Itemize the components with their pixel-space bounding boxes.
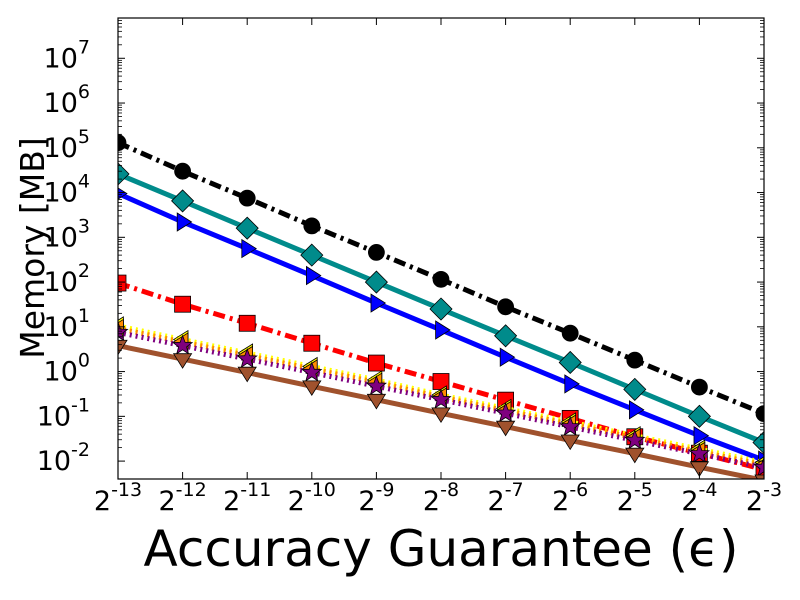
data-point [432, 270, 450, 288]
x-axis-label: Accuracy Guarantee (ϵ) [144, 520, 739, 578]
x-tick-label: 2-8 [423, 479, 459, 517]
data-point [237, 366, 257, 383]
y-tick-label: 106 [44, 81, 90, 119]
data-point [171, 189, 195, 213]
data-point [687, 404, 711, 428]
data-point [752, 430, 764, 455]
data-point [561, 324, 579, 342]
ticks-layer [117, 18, 765, 479]
data-point [367, 244, 385, 261]
data-point [118, 274, 127, 292]
data-point [494, 324, 518, 348]
y-tick-label: 103 [44, 215, 90, 253]
series-line [118, 329, 764, 470]
labels-layer: 2-13 2-12 2-11 2-10 2-9 2-8 2-7 2-6 2-5 2-4 2-3 10-… [37, 36, 782, 517]
y-tick-label: 107 [44, 36, 90, 74]
data-point [625, 447, 645, 464]
data-point [118, 134, 127, 152]
x-tick-label: 2-13 [94, 479, 142, 517]
x-tick-label: 2-11 [223, 479, 271, 517]
data-point [499, 347, 516, 367]
data-point [367, 354, 385, 372]
data-point [689, 461, 710, 477]
series-6 [118, 321, 764, 477]
data-point [429, 297, 453, 321]
data-point [754, 474, 764, 479]
data-point [172, 353, 193, 369]
data-point [302, 380, 322, 397]
series-line [118, 280, 764, 472]
data-point [236, 347, 258, 369]
data-point [370, 293, 387, 313]
data-point [303, 334, 321, 352]
data-point [693, 425, 710, 446]
data-point [238, 314, 256, 332]
plot-area [118, 134, 764, 479]
data-point [626, 351, 644, 369]
x-tick-label: 2-10 [288, 479, 336, 517]
data-point [301, 361, 323, 382]
data-point [564, 374, 580, 394]
data-point [435, 320, 451, 340]
y-tick-label: 104 [44, 171, 90, 209]
x-tick-label: 2-7 [488, 479, 524, 517]
data-point [174, 295, 192, 313]
data-point [495, 402, 517, 423]
x-tick-label: 2-12 [158, 479, 206, 517]
y-tick-label: 105 [44, 126, 90, 164]
x-tick-label: 2-4 [681, 479, 717, 517]
data-point [235, 216, 259, 240]
data-point [688, 442, 710, 463]
y-axis-label: Memory [MB] [13, 137, 52, 359]
data-point [176, 212, 193, 232]
data-point [558, 350, 582, 375]
data-point [303, 217, 321, 235]
y-tick-label: 102 [44, 260, 90, 298]
data-point [495, 420, 516, 437]
x-tick-label: 2-9 [358, 479, 394, 517]
y-tick-label: 10-1 [37, 394, 90, 432]
data-point [624, 429, 646, 450]
data-point [365, 375, 387, 396]
data-point [430, 388, 452, 409]
data-point [118, 339, 128, 356]
data-point [118, 162, 130, 186]
data-point [241, 238, 257, 259]
series-7 [118, 339, 764, 479]
x-tick-label: 2-5 [617, 479, 653, 517]
data-point [623, 377, 647, 401]
y-tick-label: 10-2 [37, 439, 90, 477]
data-point [753, 456, 764, 477]
x-tick-label: 2-6 [552, 479, 588, 517]
data-point [118, 321, 129, 342]
data-point [172, 334, 194, 355]
data-point [118, 187, 128, 200]
series-0 [118, 134, 764, 423]
series-layer [118, 134, 764, 479]
series-1 [118, 162, 764, 455]
data-point [431, 407, 451, 424]
data-point [560, 434, 580, 451]
series-2 [118, 187, 764, 470]
data-point [305, 265, 322, 286]
data-point [755, 405, 764, 423]
data-point [300, 243, 324, 267]
data-point [364, 270, 388, 294]
data-point [629, 400, 645, 420]
data-point [366, 393, 387, 410]
data-point [497, 298, 515, 316]
data-point [238, 189, 256, 207]
y-tick-label: 101 [44, 305, 90, 343]
y-tick-label: 100 [44, 350, 90, 388]
data-point [691, 378, 708, 396]
data-point [559, 415, 581, 436]
data-point [174, 162, 192, 180]
x-tick-label: 2-3 [746, 479, 782, 517]
